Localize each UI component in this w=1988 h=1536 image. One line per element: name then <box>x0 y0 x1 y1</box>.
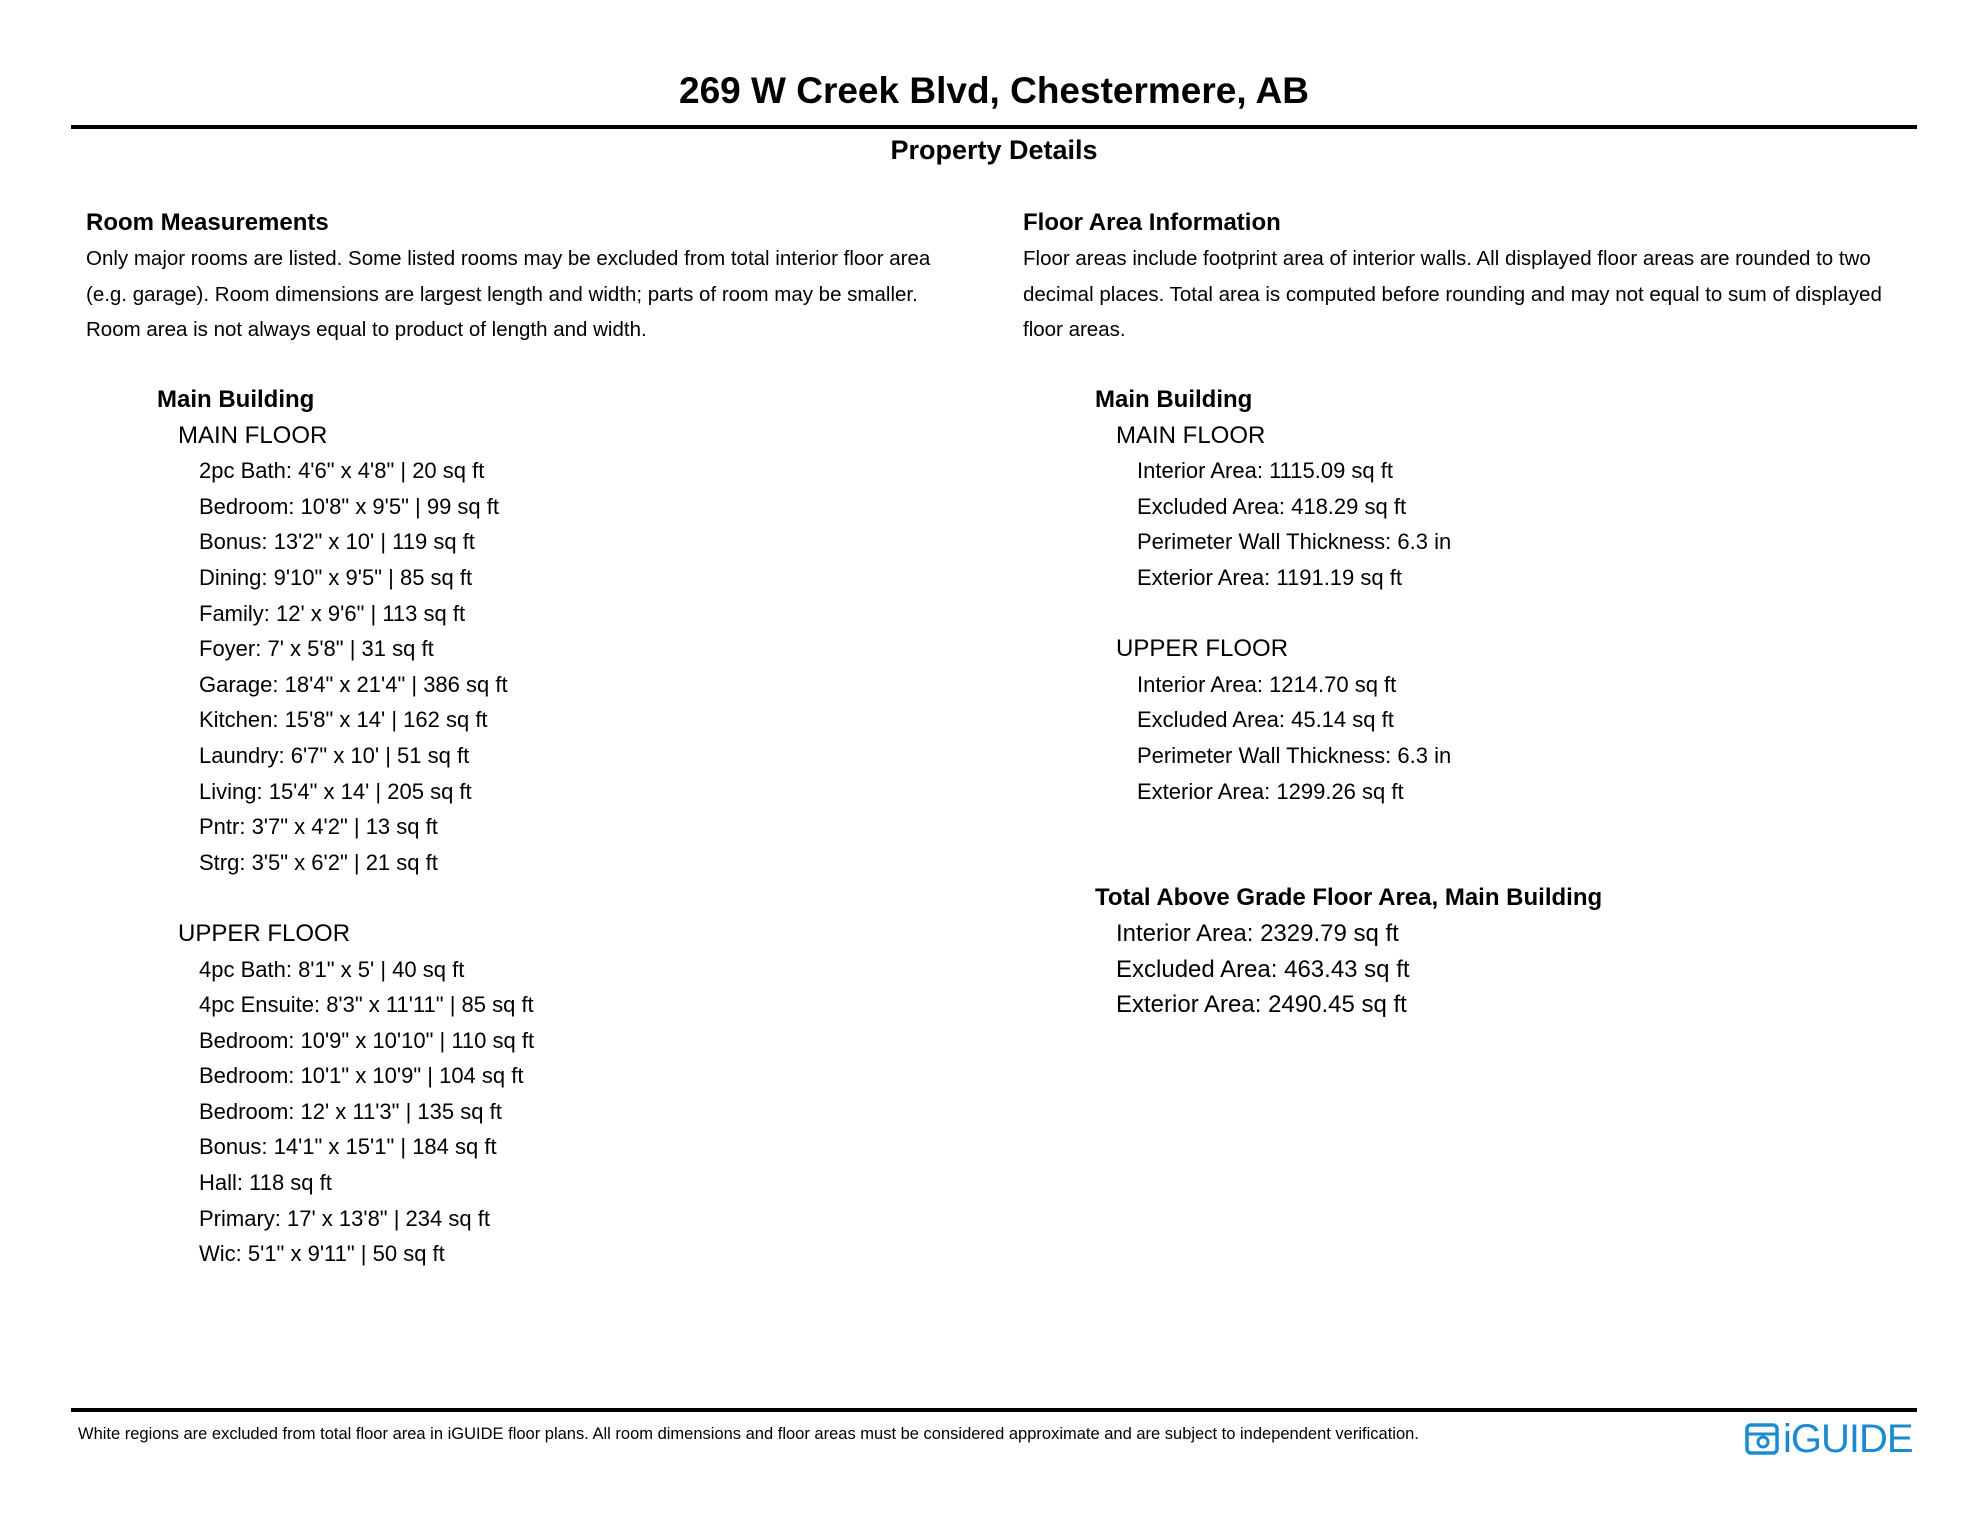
total-area-item: Excluded Area: 463.43 sq ft <box>1116 955 1410 983</box>
room-item: Laundry: 6'7" x 10' | 51 sq ft <box>199 742 470 768</box>
room-item: Kitchen: 15'8" x 14' | 162 sq ft <box>199 707 488 733</box>
floor-area-heading: Floor Area Information <box>1023 209 1281 236</box>
room-item: Bedroom: 10'1" x 10'9" | 104 sq ft <box>199 1063 524 1089</box>
room-item: Foyer: 7' x 5'8" | 31 sq ft <box>199 636 434 662</box>
description-line: Floor areas include footprint area of in… <box>1023 247 1871 270</box>
room-measurements-heading: Room Measurements <box>86 209 329 236</box>
floor-area-description: Floor areas include footprint area of in… <box>1023 241 1882 348</box>
room-item: Bedroom: 10'8" x 9'5" | 99 sq ft <box>199 493 500 519</box>
room-list: Main Building MAIN FLOOR 2pc Bath: 4'6" x … <box>157 382 534 1272</box>
area-item: Perimeter Wall Thickness: 6.3 in <box>1137 529 1452 555</box>
room-item: Bonus: 14'1" x 15'1" | 184 sq ft <box>199 1134 497 1160</box>
room-item: Garage: 18'4" x 21'4" | 386 sq ft <box>199 671 508 697</box>
building-heading: Main Building <box>157 386 315 413</box>
room-item: Living: 15'4" x 14' | 205 sq ft <box>199 778 472 804</box>
area-item: Interior Area: 1214.70 sq ft <box>1137 671 1397 697</box>
floor-area-section: Floor Area Information Floor areas inclu… <box>1023 206 1882 348</box>
room-item: Bonus: 13'2" x 10' | 119 sq ft <box>199 529 475 555</box>
room-item: Strg: 3'5" x 6'2" | 21 sq ft <box>199 849 438 875</box>
floor-heading: UPPER FLOOR <box>178 919 351 947</box>
footer-disclaimer: White regions are excluded from total fl… <box>78 1425 1419 1443</box>
room-measurements-description: Only major rooms are listed. Some listed… <box>86 241 930 348</box>
room-item: Dining: 9'10" x 9'5" | 85 sq ft <box>199 564 473 590</box>
total-area-item: Interior Area: 2329.79 sq ft <box>1116 919 1399 947</box>
camera-icon <box>1745 1423 1779 1455</box>
total-area-heading: Total Above Grade Floor Area, Main Build… <box>1095 884 1603 912</box>
floor-heading: MAIN FLOOR <box>178 421 328 449</box>
page-subtitle: Property Details <box>890 135 1098 165</box>
room-item: 4pc Bath: 8'1" x 5' | 40 sq ft <box>199 956 465 982</box>
description-line: Room area is not always equal to product… <box>86 318 647 342</box>
description-line: (e.g. garage). Room dimensions are large… <box>86 282 918 306</box>
description-line: decimal places. Total area is computed b… <box>1023 282 1882 306</box>
footer-divider <box>71 1408 1917 1412</box>
area-item: Perimeter Wall Thickness: 6.3 in <box>1137 742 1452 768</box>
area-item: Excluded Area: 45.14 sq ft <box>1137 707 1394 733</box>
floor-heading: MAIN FLOOR <box>1116 421 1266 449</box>
area-item: Exterior Area: 1191.19 sq ft <box>1137 564 1402 590</box>
room-item: Bedroom: 12' x 11'3" | 135 sq ft <box>199 1098 502 1124</box>
building-heading: Main Building <box>1095 386 1253 413</box>
floor-heading: UPPER FLOOR <box>1116 635 1289 663</box>
room-item: Pntr: 3'7" x 4'2" | 13 sq ft <box>199 814 438 840</box>
area-item: Exterior Area: 1299.26 sq ft <box>1137 778 1404 804</box>
header-divider <box>71 125 1917 129</box>
room-measurements-section: Room Measurements Only major rooms are l… <box>86 206 930 348</box>
iguide-logo: iGUIDE <box>1745 1417 1914 1461</box>
logo-text: iGUIDE <box>1783 1417 1914 1461</box>
room-item: 2pc Bath: 4'6" x 4'8" | 20 sq ft <box>199 458 485 484</box>
area-item: Excluded Area: 418.29 sq ft <box>1137 493 1407 519</box>
room-item: Family: 12' x 9'6" | 113 sq ft <box>199 600 466 626</box>
room-item: 4pc Ensuite: 8'3" x 11'11" | 85 sq ft <box>199 992 534 1018</box>
room-item: Primary: 17' x 13'8" | 234 sq ft <box>199 1205 490 1231</box>
room-item: Hall: 118 sq ft <box>199 1170 332 1196</box>
total-area-item: Exterior Area: 2490.45 sq ft <box>1116 991 1407 1019</box>
page-title: 269 W Creek Blvd, Chestermere, AB <box>679 70 1309 111</box>
room-item: Bedroom: 10'9" x 10'10" | 110 sq ft <box>199 1027 535 1053</box>
floor-area-list: Main Building MAIN FLOOR Interior Area: 11… <box>1095 382 1602 1023</box>
area-item: Interior Area: 1115.09 sq ft <box>1137 458 1394 484</box>
description-line: Only major rooms are listed. Some listed… <box>86 247 931 270</box>
room-item: Wic: 5'1" x 9'11" | 50 sq ft <box>199 1241 445 1267</box>
description-line: floor areas. <box>1023 318 1126 342</box>
